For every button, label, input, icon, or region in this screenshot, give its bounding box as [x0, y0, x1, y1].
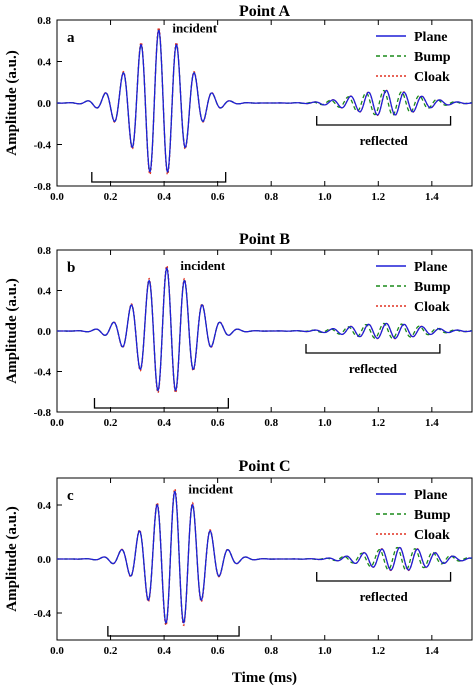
- series-line-cloak: [57, 488, 473, 627]
- incident-bracket: [107, 626, 240, 637]
- x-tick-label: 0.8: [264, 191, 278, 203]
- x-tick-label: 1.2: [371, 645, 385, 657]
- series-line-bump: [57, 491, 473, 624]
- x-tick-label: 1.4: [425, 191, 439, 203]
- legend-label-cloak: Cloak: [414, 528, 450, 543]
- legend-label-plane: Plane: [414, 260, 447, 275]
- incident-label: incident: [180, 258, 225, 273]
- y-tick-label: 0.0: [37, 326, 51, 338]
- chart-title: Point A: [239, 3, 291, 20]
- incident-bracket: [91, 172, 227, 183]
- series-line-plane: [57, 266, 473, 392]
- reflected-label: reflected: [349, 361, 398, 376]
- x-tick-label: 0.2: [104, 417, 118, 429]
- x-tick-label: 0.4: [157, 191, 171, 203]
- y-tick-label: -0.4: [34, 367, 52, 379]
- reflected-bracket: [316, 572, 452, 582]
- incident-label: incident: [172, 20, 217, 35]
- series-line-plane: [56, 29, 473, 173]
- x-tick-label: 0.0: [50, 417, 64, 429]
- x-tick-label: 0.0: [50, 191, 64, 203]
- y-tick-label: -0.8: [34, 407, 52, 419]
- x-tick-label: 1.0: [318, 645, 332, 657]
- y-tick-label: 0.4: [37, 286, 51, 298]
- x-tick-label: 1.0: [318, 191, 332, 203]
- panel-label: b: [67, 260, 75, 276]
- y-tick-label: 0.0: [37, 554, 51, 566]
- x-tick-label: 1.4: [425, 417, 439, 429]
- x-tick-label: 0.4: [157, 645, 171, 657]
- y-tick-label: 0.4: [37, 57, 51, 69]
- x-tick-label: 0.8: [264, 417, 278, 429]
- x-tick-label: 0.0: [50, 645, 64, 657]
- y-axis-label: Amplitude (a.u.): [4, 50, 20, 155]
- legend-label-bump: Bump: [414, 280, 451, 295]
- x-tick-label: 0.6: [211, 417, 225, 429]
- chart-panel-b: Point B b 0.0 0.2 0.4 0.6 0.8 1.0 1.2 1.4 0.8 0.4 0.…: [4, 231, 473, 429]
- legend-label-cloak: Cloak: [414, 70, 450, 85]
- chart-title: Point C: [239, 458, 291, 475]
- incident-label: incident: [188, 482, 233, 497]
- reflected-bracket: [305, 344, 441, 354]
- x-tick-label: 0.6: [211, 191, 225, 203]
- panel-label: a: [67, 30, 75, 46]
- y-tick-label: 0.0: [37, 98, 51, 110]
- x-tick-label: 1.2: [371, 191, 385, 203]
- series-line-bump: [57, 266, 473, 392]
- x-tick-label: 0.4: [157, 417, 171, 429]
- y-tick-label: 0.8: [37, 245, 51, 257]
- chart-panel-c: Point C c 0.0 0.2 0.4 0.6 0.8 1.0 1.2 1.4 0.4 0.0 -0…: [4, 458, 473, 657]
- legend-label-bump: Bump: [414, 50, 451, 65]
- x-axis-label: Time (ms): [232, 670, 297, 686]
- chart-title: Point B: [239, 231, 290, 248]
- y-tick-label: -0.4: [34, 140, 52, 152]
- reflected-bracket: [316, 116, 452, 126]
- reflected-label: reflected: [360, 133, 409, 148]
- y-axis-label: Amplitude (a.u.): [4, 278, 20, 383]
- chart-panel-a: Point A a 0.0 0.2 0.4 0.6 0.8 1.0 1.2 1.4 0.8 0.4 0.…: [4, 3, 473, 203]
- x-tick-label: 0.6: [211, 645, 225, 657]
- x-tick-label: 0.8: [264, 645, 278, 657]
- y-tick-label: -0.4: [34, 608, 52, 620]
- series-line-plane: [57, 491, 473, 624]
- y-tick-label: 0.4: [37, 500, 51, 512]
- x-tick-label: 0.2: [104, 191, 118, 203]
- panel-label: c: [67, 488, 74, 504]
- x-tick-label: 1.4: [425, 645, 439, 657]
- reflected-label: reflected: [360, 589, 409, 604]
- x-tick-label: 1.0: [318, 417, 332, 429]
- legend-label-plane: Plane: [414, 30, 447, 45]
- legend-label-cloak: Cloak: [414, 300, 450, 315]
- y-axis-label: Amplitude (a.u.): [4, 506, 20, 611]
- incident-bracket: [93, 398, 230, 409]
- y-tick-label: -0.8: [34, 181, 52, 193]
- legend-label-plane: Plane: [414, 488, 447, 503]
- y-tick-label: 0.8: [37, 15, 51, 27]
- x-tick-label: 0.2: [104, 645, 118, 657]
- series-line-cloak: [57, 264, 473, 395]
- legend-label-bump: Bump: [414, 508, 451, 523]
- x-tick-label: 1.2: [371, 417, 385, 429]
